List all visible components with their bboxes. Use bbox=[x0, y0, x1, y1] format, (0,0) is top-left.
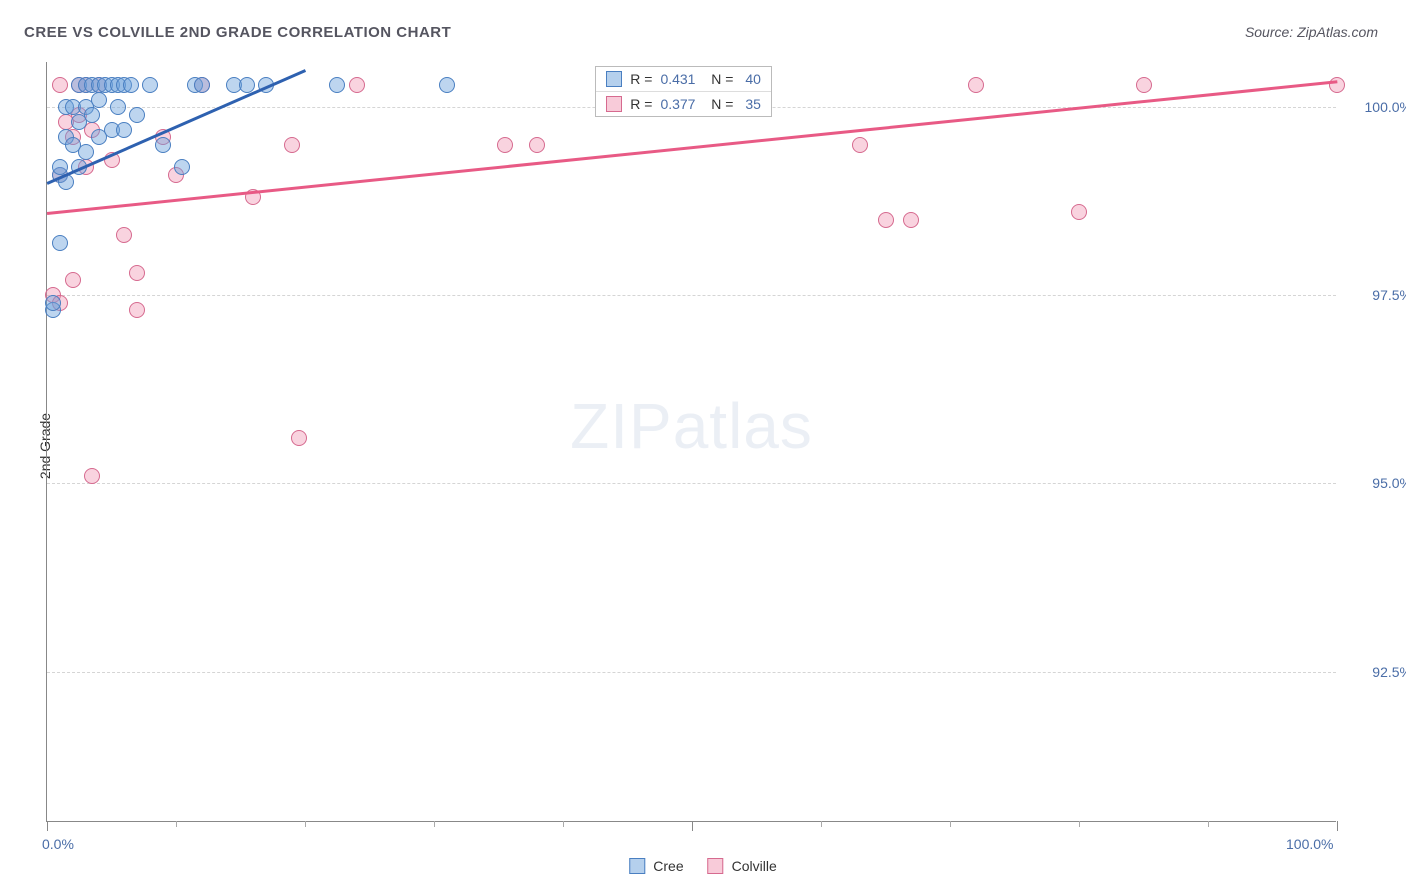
stat-n-label: N = bbox=[703, 71, 733, 87]
x-tick-label: 0.0% bbox=[42, 836, 74, 852]
cree-point bbox=[84, 107, 100, 123]
stat-n-label: N = bbox=[703, 96, 733, 112]
colville-point bbox=[1136, 77, 1152, 93]
cree-point bbox=[142, 77, 158, 93]
x-tick bbox=[692, 821, 693, 831]
cree-swatch-icon bbox=[606, 71, 622, 87]
stats-legend: R = 0.431 N = 40 R = 0.377 N = 35 bbox=[595, 66, 772, 117]
colville-point bbox=[116, 227, 132, 243]
colville-point bbox=[497, 137, 513, 153]
watermark-rest: atlas bbox=[673, 390, 813, 462]
x-tick bbox=[1337, 821, 1338, 831]
colville-point bbox=[529, 137, 545, 153]
legend-label-colville: Colville bbox=[732, 858, 777, 874]
cree-point bbox=[45, 295, 61, 311]
cree-point bbox=[174, 159, 190, 175]
colville-point bbox=[852, 137, 868, 153]
cree-point bbox=[110, 99, 126, 115]
plot-area: ZIPatlas R = 0.431 N = 40 R = 0.377 N = 35 bbox=[46, 62, 1336, 822]
watermark: ZIPatlas bbox=[570, 389, 813, 463]
stat-r-value: 0.377 bbox=[660, 96, 695, 112]
gridline bbox=[47, 483, 1336, 484]
colville-point bbox=[1071, 204, 1087, 220]
cree-point bbox=[91, 92, 107, 108]
colville-point bbox=[129, 302, 145, 318]
cree-point bbox=[194, 77, 210, 93]
stat-r-label: R = bbox=[630, 71, 652, 87]
y-tick-label: 100.0% bbox=[1342, 99, 1406, 115]
colville-point bbox=[291, 430, 307, 446]
stat-r-label: R = bbox=[630, 96, 652, 112]
cree-point bbox=[78, 144, 94, 160]
y-tick-label: 97.5% bbox=[1342, 287, 1406, 303]
stats-row-colville: R = 0.377 N = 35 bbox=[596, 92, 771, 116]
cree-point bbox=[129, 107, 145, 123]
stat-n-value: 40 bbox=[741, 71, 760, 87]
colville-point bbox=[349, 77, 365, 93]
x-tick-minor bbox=[434, 821, 435, 827]
stat-r-value: 0.431 bbox=[660, 71, 695, 87]
cree-point bbox=[123, 77, 139, 93]
x-tick-minor bbox=[950, 821, 951, 827]
gridline bbox=[47, 295, 1336, 296]
cree-point bbox=[116, 122, 132, 138]
cree-point bbox=[239, 77, 255, 93]
source-attribution: Source: ZipAtlas.com bbox=[1245, 24, 1378, 40]
legend-item-cree: Cree bbox=[629, 858, 683, 874]
bottom-legend: Cree Colville bbox=[629, 858, 776, 874]
cree-point bbox=[329, 77, 345, 93]
colville-point bbox=[1329, 77, 1345, 93]
chart-title: CREE VS COLVILLE 2ND GRADE CORRELATION C… bbox=[24, 24, 451, 41]
cree-swatch-icon bbox=[629, 858, 645, 874]
x-tick-minor bbox=[821, 821, 822, 827]
gridline bbox=[47, 672, 1336, 673]
x-tick-minor bbox=[563, 821, 564, 827]
x-tick-minor bbox=[305, 821, 306, 827]
colville-point bbox=[284, 137, 300, 153]
colville-swatch-icon bbox=[606, 96, 622, 112]
x-tick bbox=[47, 821, 48, 831]
x-tick-label: 100.0% bbox=[1286, 836, 1333, 852]
legend-label-cree: Cree bbox=[653, 858, 683, 874]
y-tick-label: 92.5% bbox=[1342, 664, 1406, 680]
x-tick-minor bbox=[1079, 821, 1080, 827]
colville-point bbox=[903, 212, 919, 228]
y-tick-label: 95.0% bbox=[1342, 475, 1406, 491]
colville-point bbox=[129, 265, 145, 281]
x-tick-minor bbox=[1208, 821, 1209, 827]
colville-point bbox=[878, 212, 894, 228]
cree-point bbox=[155, 137, 171, 153]
cree-point bbox=[439, 77, 455, 93]
colville-point bbox=[52, 77, 68, 93]
colville-point bbox=[65, 272, 81, 288]
stats-row-cree: R = 0.431 N = 40 bbox=[596, 67, 771, 92]
watermark-bold: ZIP bbox=[570, 390, 673, 462]
colville-point bbox=[968, 77, 984, 93]
cree-point bbox=[52, 235, 68, 251]
legend-item-colville: Colville bbox=[708, 858, 777, 874]
stat-n-value: 35 bbox=[741, 96, 760, 112]
colville-swatch-icon bbox=[708, 858, 724, 874]
colville-point bbox=[84, 468, 100, 484]
chart-container: CREE VS COLVILLE 2ND GRADE CORRELATION C… bbox=[0, 0, 1406, 892]
x-tick-minor bbox=[176, 821, 177, 827]
